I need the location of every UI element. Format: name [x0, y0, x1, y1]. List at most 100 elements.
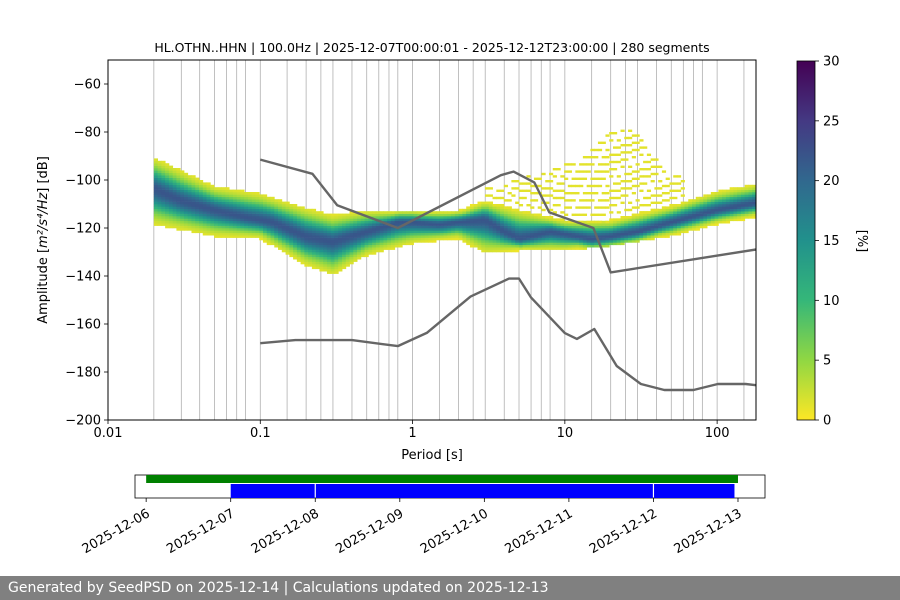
heatmap-cell — [345, 216, 350, 219]
heatmap-cell — [402, 211, 407, 214]
heatmap-cell — [605, 148, 610, 152]
heatmap-cell — [579, 184, 584, 188]
heatmap-cell — [274, 213, 279, 217]
heatmap-cell — [330, 271, 335, 274]
heatmap-cell — [199, 208, 204, 212]
heatmap-cell — [507, 213, 512, 217]
heatmap-cell — [319, 261, 324, 265]
heatmap-cell — [462, 225, 467, 229]
heatmap-cell — [488, 218, 493, 222]
heatmap-cell — [323, 237, 328, 241]
heatmap-cell — [372, 244, 377, 248]
heatmap-cell — [673, 225, 678, 229]
heatmap-cell — [481, 230, 486, 234]
heatmap-cell — [616, 175, 621, 178]
heatmap-cell — [515, 247, 520, 250]
heatmap-cell — [308, 247, 313, 250]
heatmap-cell — [492, 196, 497, 200]
heatmap-cell — [413, 216, 418, 219]
heatmap-cell — [255, 216, 260, 219]
heatmap-cell — [157, 218, 162, 222]
heatmap-cell — [560, 182, 565, 185]
heatmap-cell — [586, 228, 591, 231]
y-tick-label: −180 — [65, 366, 101, 381]
heatmap-cell — [560, 242, 565, 246]
heatmap-cell — [296, 235, 302, 238]
heatmap-cell — [368, 237, 373, 241]
heatmap-cell — [703, 199, 708, 202]
heatmap-cell — [469, 220, 475, 224]
heatmap-cell — [714, 213, 719, 217]
heatmap-cell — [214, 189, 219, 193]
heatmap-cell — [183, 206, 189, 210]
heatmap-cell — [172, 223, 177, 226]
timeline-tick-label: 2025-12-09 — [333, 506, 406, 557]
heatmap-cell — [496, 225, 501, 229]
heatmap-cell — [748, 192, 753, 195]
heatmap-cell — [443, 237, 448, 241]
heatmap-cell — [466, 216, 471, 219]
heatmap-cell — [549, 208, 554, 212]
heatmap-cell — [394, 237, 399, 241]
heatmap-cell — [658, 228, 663, 231]
heatmap-cell — [673, 211, 678, 214]
heatmap-cell — [744, 201, 749, 205]
heatmap-cell — [428, 211, 433, 214]
heatmap-cell — [176, 228, 181, 231]
heatmap-cell — [244, 230, 249, 234]
heatmap-cell — [319, 225, 324, 229]
heatmap-cell — [326, 216, 332, 219]
heatmap-cell — [262, 204, 268, 207]
heatmap-cell — [680, 223, 685, 226]
heatmap-cell — [180, 218, 185, 222]
heatmap-cell — [383, 230, 388, 234]
heatmap-cell — [168, 194, 174, 198]
heatmap-cell — [153, 160, 159, 164]
heatmap-cell — [533, 232, 539, 236]
heatmap-cell — [274, 230, 279, 234]
heatmap-cell — [496, 220, 501, 224]
heatmap-cell — [176, 196, 181, 200]
heatmap-cell — [315, 216, 320, 219]
heatmap-cell — [725, 204, 731, 207]
heatmap-cell — [507, 242, 512, 246]
heatmap-cell — [631, 220, 636, 224]
heatmap-cell — [353, 256, 358, 260]
heatmap-cell — [236, 218, 241, 222]
heatmap-cell — [503, 206, 509, 209]
heatmap-cell — [676, 216, 682, 219]
heatmap-cell — [375, 213, 381, 217]
heatmap-cell — [669, 218, 674, 222]
heatmap-cell — [157, 213, 162, 217]
heatmap-cell — [180, 211, 185, 214]
heatmap-cell — [635, 218, 640, 222]
heatmap-cell — [477, 230, 482, 234]
heatmap-cell — [526, 242, 531, 246]
heatmap-cell — [285, 247, 290, 250]
heatmap-cell — [153, 158, 159, 162]
heatmap-cell — [195, 180, 200, 183]
heatmap-cell — [349, 256, 354, 260]
heatmap-cell — [334, 264, 339, 267]
heatmap-cell — [522, 211, 527, 214]
heatmap-cell — [616, 211, 621, 214]
heatmap-cell — [172, 206, 177, 210]
heatmap-cell — [383, 213, 388, 217]
heatmap-cell — [221, 192, 226, 195]
heatmap-cell — [526, 216, 531, 219]
heatmap-cell — [458, 216, 463, 219]
heatmap-cell — [165, 163, 170, 166]
heatmap-cell — [488, 228, 493, 231]
heatmap-cell — [281, 228, 286, 231]
heatmap-cell — [473, 213, 478, 217]
heatmap-cell — [680, 218, 685, 222]
heatmap-cell — [676, 228, 682, 231]
heatmap-cell — [315, 223, 320, 226]
heatmap-cell — [330, 218, 335, 222]
heatmap-cell — [232, 218, 238, 222]
heatmap-cell — [624, 240, 629, 243]
heatmap-cell — [172, 187, 177, 190]
heatmap-cell — [733, 201, 738, 205]
heatmap-cell — [308, 225, 313, 229]
heatmap-cell — [654, 201, 659, 204]
